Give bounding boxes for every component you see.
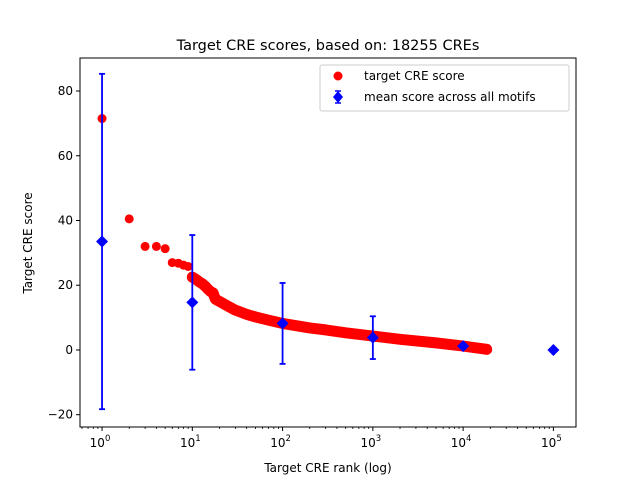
data-point-mean <box>547 343 560 356</box>
data-layer <box>96 72 560 411</box>
y-axis-label: Target CRE score <box>21 192 35 294</box>
x-tick-label: 101 <box>180 434 201 450</box>
data-point-score <box>321 325 331 335</box>
x-tick-label: 103 <box>361 434 382 450</box>
legend-marker-red-circle <box>333 71 343 81</box>
data-point-score <box>395 334 405 344</box>
data-point-mean <box>186 296 199 309</box>
legend-label: target CRE score <box>364 69 465 83</box>
x-tick-exponent: 2 <box>286 434 291 444</box>
data-point-mean <box>366 331 379 344</box>
data-point-score <box>214 296 224 306</box>
x-axis-label: Target CRE rank (log) <box>263 461 391 475</box>
chart-title: Target CRE scores, based on: 18255 CREs <box>176 38 480 54</box>
data-point-score <box>250 312 260 322</box>
data-point-score <box>160 244 170 254</box>
axes-frame <box>79 57 577 428</box>
y-tick-label: 0 <box>65 343 73 357</box>
data-point-score <box>341 328 351 338</box>
x-tick-exponent: 3 <box>376 434 381 444</box>
y-tick-label: 80 <box>58 84 73 98</box>
x-tick-exponent: 4 <box>466 434 471 444</box>
y-tick-label: −20 <box>48 408 73 422</box>
data-point-score <box>482 344 492 354</box>
data-point-score <box>264 315 274 325</box>
data-point-mean <box>457 340 470 353</box>
legend-label: mean score across all motifs <box>364 90 536 104</box>
data-point-score <box>242 309 252 319</box>
data-point-score <box>151 241 161 251</box>
data-point-score <box>124 214 134 224</box>
legend: target CRE score mean score across all m… <box>319 64 570 112</box>
x-tick-exponent: 0 <box>105 434 110 444</box>
y-tick-label: 40 <box>58 213 73 227</box>
legend-marker-blue-diamond <box>333 91 343 103</box>
y-tick-label: 20 <box>58 278 73 292</box>
x-tick-label: 102 <box>270 434 291 450</box>
x-tick-label: 105 <box>541 434 562 450</box>
data-point-mean <box>276 317 289 330</box>
data-point-score <box>305 323 315 333</box>
x-tick-label: 104 <box>451 434 472 450</box>
y-tick-label: 60 <box>58 149 73 163</box>
data-point-mean <box>96 235 109 248</box>
x-tick-label: 100 <box>90 434 111 450</box>
x-tick-exponent: 5 <box>556 434 561 444</box>
data-point-score <box>140 241 150 251</box>
data-point-score <box>223 301 233 311</box>
data-point-score <box>230 305 240 315</box>
data-point-score <box>431 338 441 348</box>
data-point-score <box>183 261 193 271</box>
x-tick-exponent: 1 <box>195 434 200 444</box>
